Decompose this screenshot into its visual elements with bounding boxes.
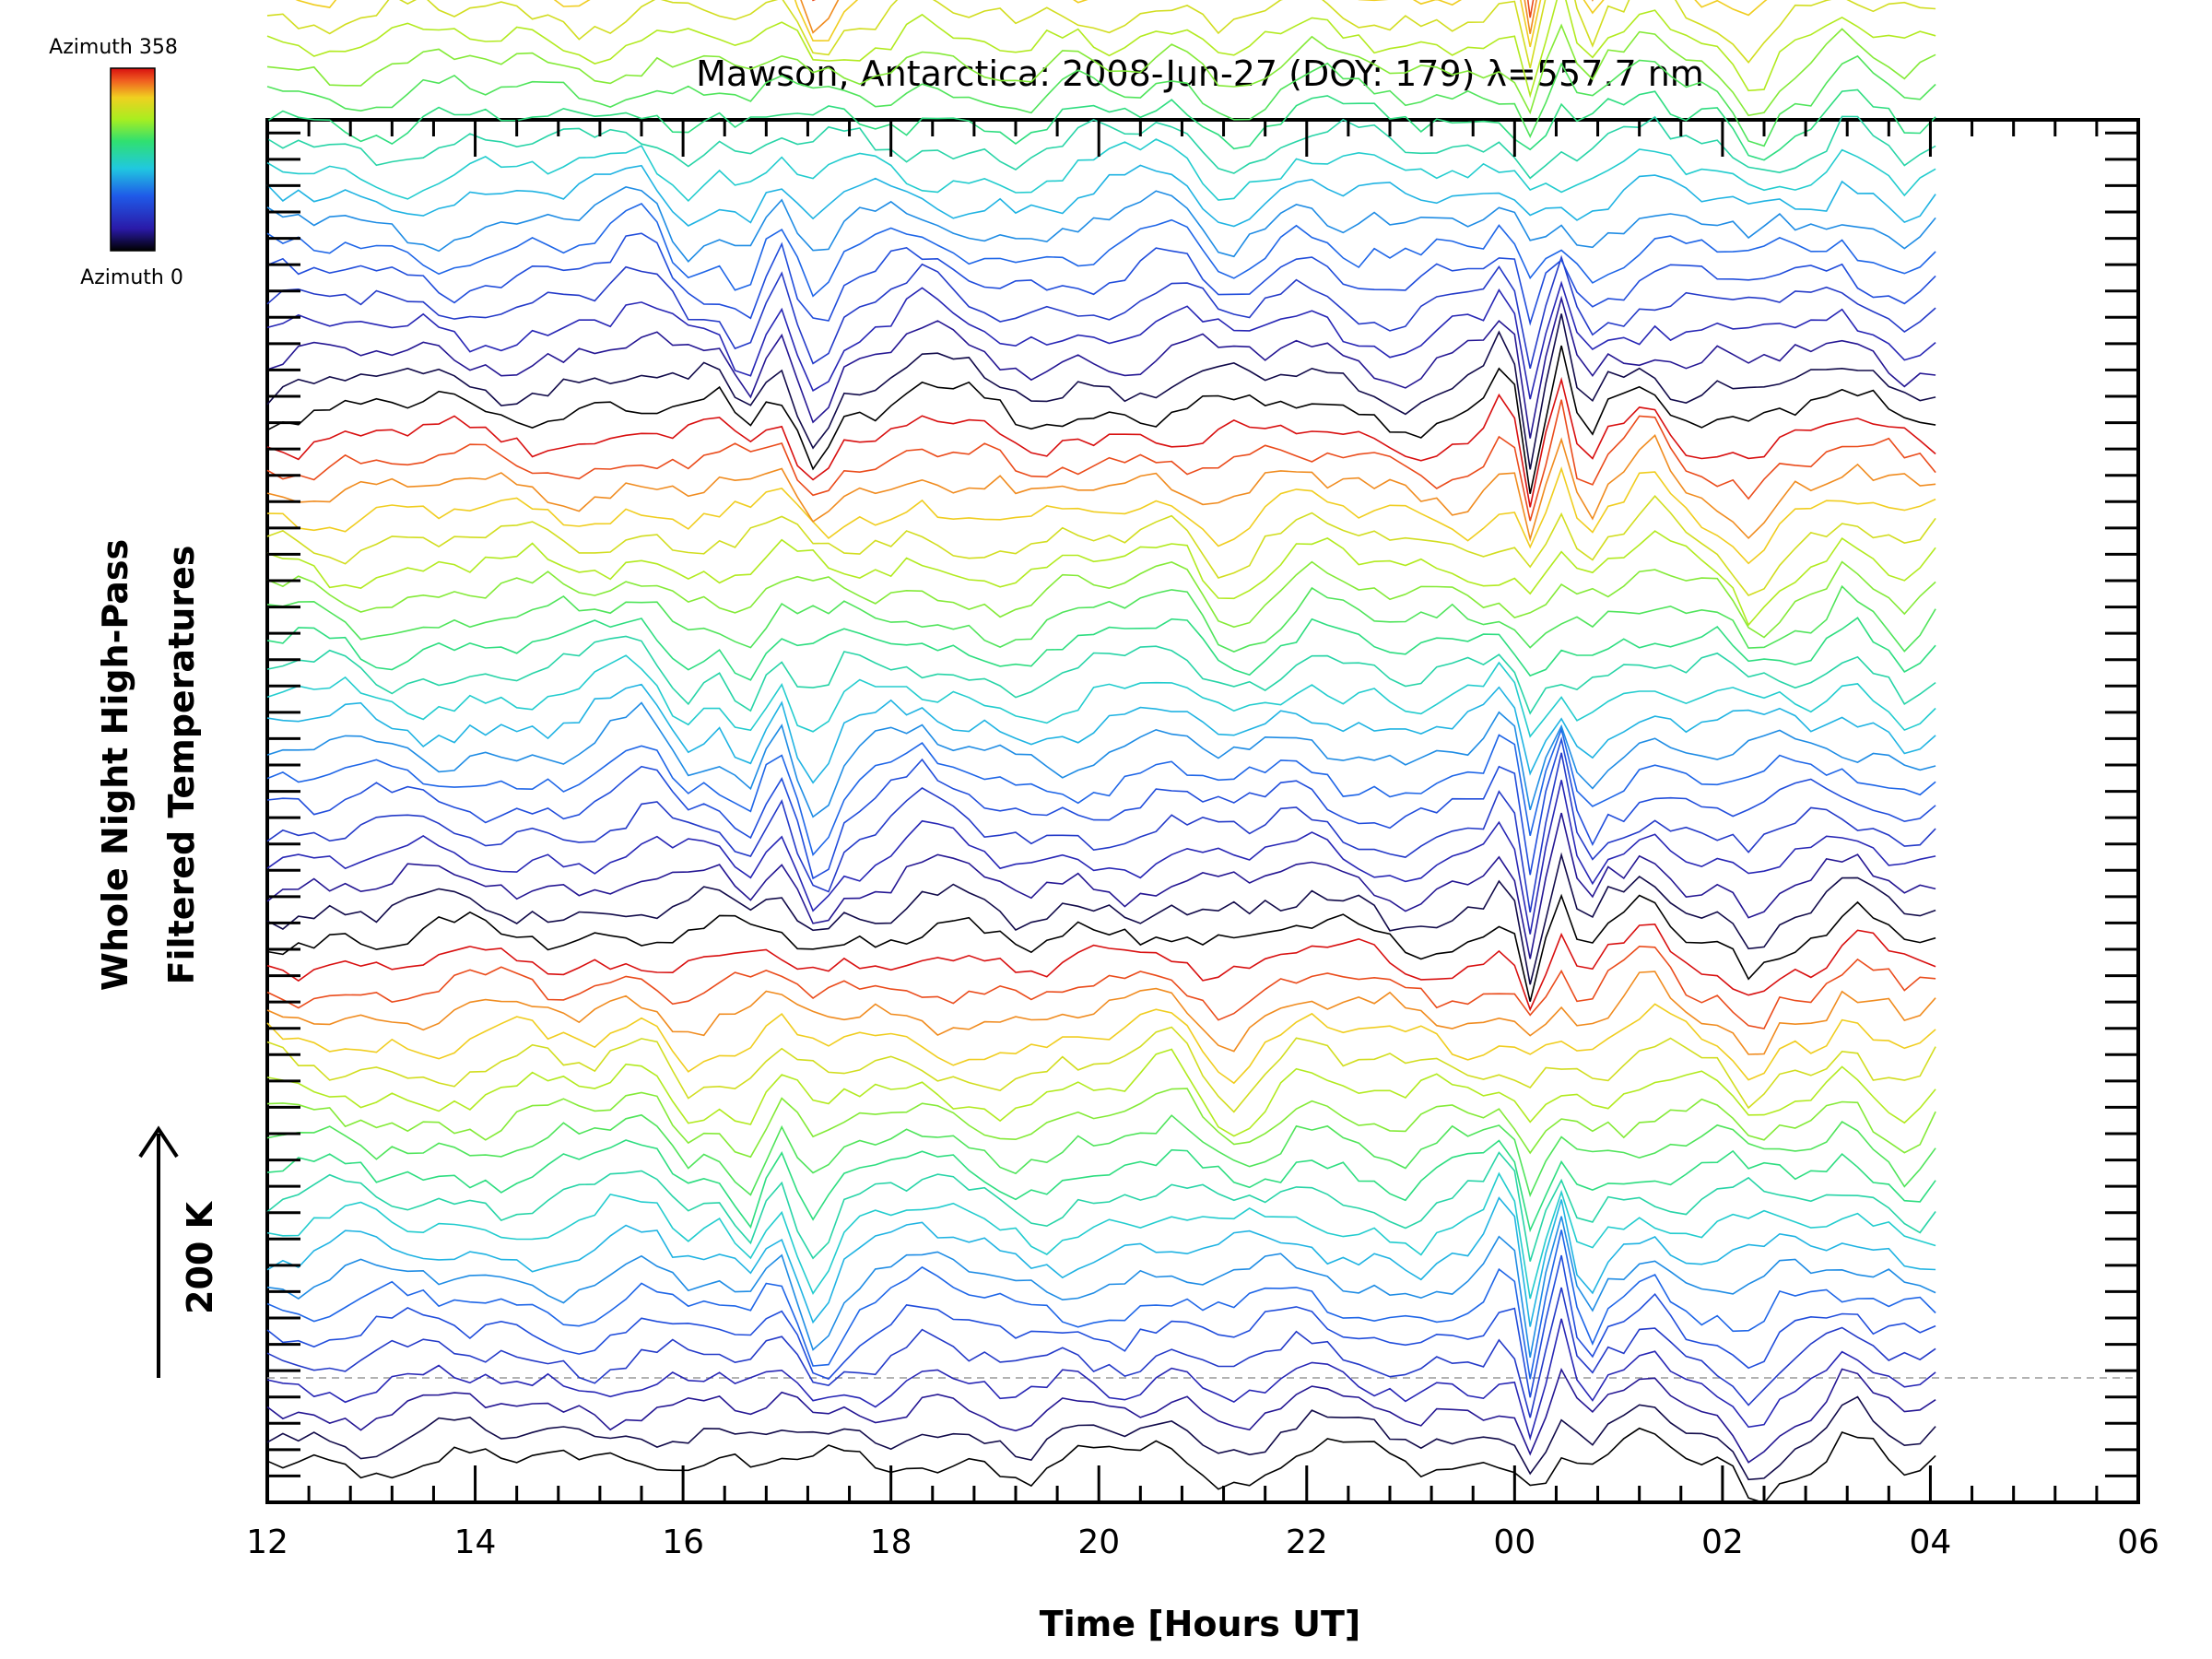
x-tick-label: 12 — [246, 1524, 288, 1561]
x-tick-label: 16 — [662, 1524, 704, 1561]
series-line — [266, 1427, 1936, 1504]
series-line — [266, 1367, 1936, 1464]
series-line — [266, 1003, 1936, 1085]
series-line — [266, 23, 1936, 117]
series-line — [266, 923, 1936, 1012]
x-tick-label: 04 — [1910, 1524, 1952, 1561]
series-line — [266, 1196, 1936, 1327]
series-line — [266, 584, 1936, 653]
series-line — [811, 0, 1535, 18]
series-line — [266, 945, 1936, 1030]
series-line — [266, 0, 1936, 68]
series-line — [266, 683, 1936, 784]
series-line — [266, 1151, 1936, 1262]
series-line — [266, 701, 1936, 818]
scale-arrow-head — [138, 1125, 179, 1159]
series-line — [266, 1139, 1936, 1233]
series-line — [266, 295, 1936, 439]
series-line — [266, 203, 1936, 298]
series-line — [266, 560, 1936, 639]
series-line — [266, 345, 1936, 494]
series-line — [266, 780, 1936, 935]
series-line — [266, 232, 1936, 326]
series-line — [266, 736, 1936, 880]
colorbar-top-label: Azimuth 358 — [49, 36, 178, 59]
x-tick-label: 14 — [454, 1524, 497, 1561]
series-line — [266, 465, 1936, 565]
series-line — [266, 530, 1936, 627]
series-line — [266, 313, 1936, 470]
series-line — [266, 54, 1936, 147]
series-line — [266, 1318, 1936, 1441]
colorbar-gradient — [110, 67, 156, 252]
series-line — [266, 654, 1936, 738]
series-line — [266, 1395, 1936, 1481]
series-line — [266, 376, 1936, 508]
colorbar: Azimuth 358 Azimuth 0 — [49, 36, 183, 289]
x-tick-label: 06 — [2117, 1524, 2159, 1561]
series-line — [266, 1254, 1936, 1398]
series-line — [266, 752, 1936, 913]
scale-arrow: 200 K — [138, 1125, 220, 1378]
series-line — [266, 1048, 1936, 1137]
series-line — [266, 1113, 1936, 1198]
series-line — [266, 399, 1936, 522]
series-group — [266, 0, 1936, 1504]
series-line — [266, 280, 1936, 400]
series-line — [266, 635, 1936, 715]
series-line — [266, 893, 1936, 1002]
series-line — [266, 1216, 1936, 1359]
series-line — [266, 726, 1936, 857]
x-tick-labels: 12 14 16 18 20 22 00 02 04 06 — [246, 1524, 2159, 1561]
series-line — [266, 971, 1936, 1055]
series-line — [266, 115, 1936, 180]
series-line — [266, 1026, 1936, 1113]
series-line — [266, 617, 1936, 681]
x-axis-label: Time [Hours UT] — [1040, 1604, 1361, 1644]
x-tick-label: 00 — [1493, 1524, 1535, 1561]
x-tick-label: 18 — [870, 1524, 912, 1561]
y-axis-label-line1: Whole Night High-Pass — [95, 539, 135, 991]
series-line — [266, 1230, 1936, 1380]
x-tick-label: 20 — [1077, 1524, 1120, 1561]
series-line — [266, 254, 1936, 369]
plot-frame — [265, 118, 2140, 1504]
series-line — [266, 138, 1936, 203]
x-tick-label: 22 — [1286, 1524, 1328, 1561]
series-line — [266, 852, 1936, 985]
series-line — [266, 1287, 1936, 1418]
series-line — [266, 0, 1936, 99]
series-line — [266, 1171, 1936, 1300]
series-line — [266, 434, 1936, 543]
x-tick-label: 02 — [1701, 1524, 1744, 1561]
series-line — [266, 812, 1936, 959]
ticks-group — [265, 120, 2140, 1504]
series-line — [266, 1088, 1936, 1159]
series-line — [266, 164, 1936, 228]
series-line — [266, 88, 1936, 161]
colorbar-bottom-label: Azimuth 0 — [80, 266, 183, 289]
y-axis-label-line2: Filtered Temperatures — [161, 546, 202, 985]
series-line — [266, 186, 1936, 264]
series-line — [266, 494, 1936, 596]
scale-arrow-label: 200 K — [180, 1200, 220, 1314]
